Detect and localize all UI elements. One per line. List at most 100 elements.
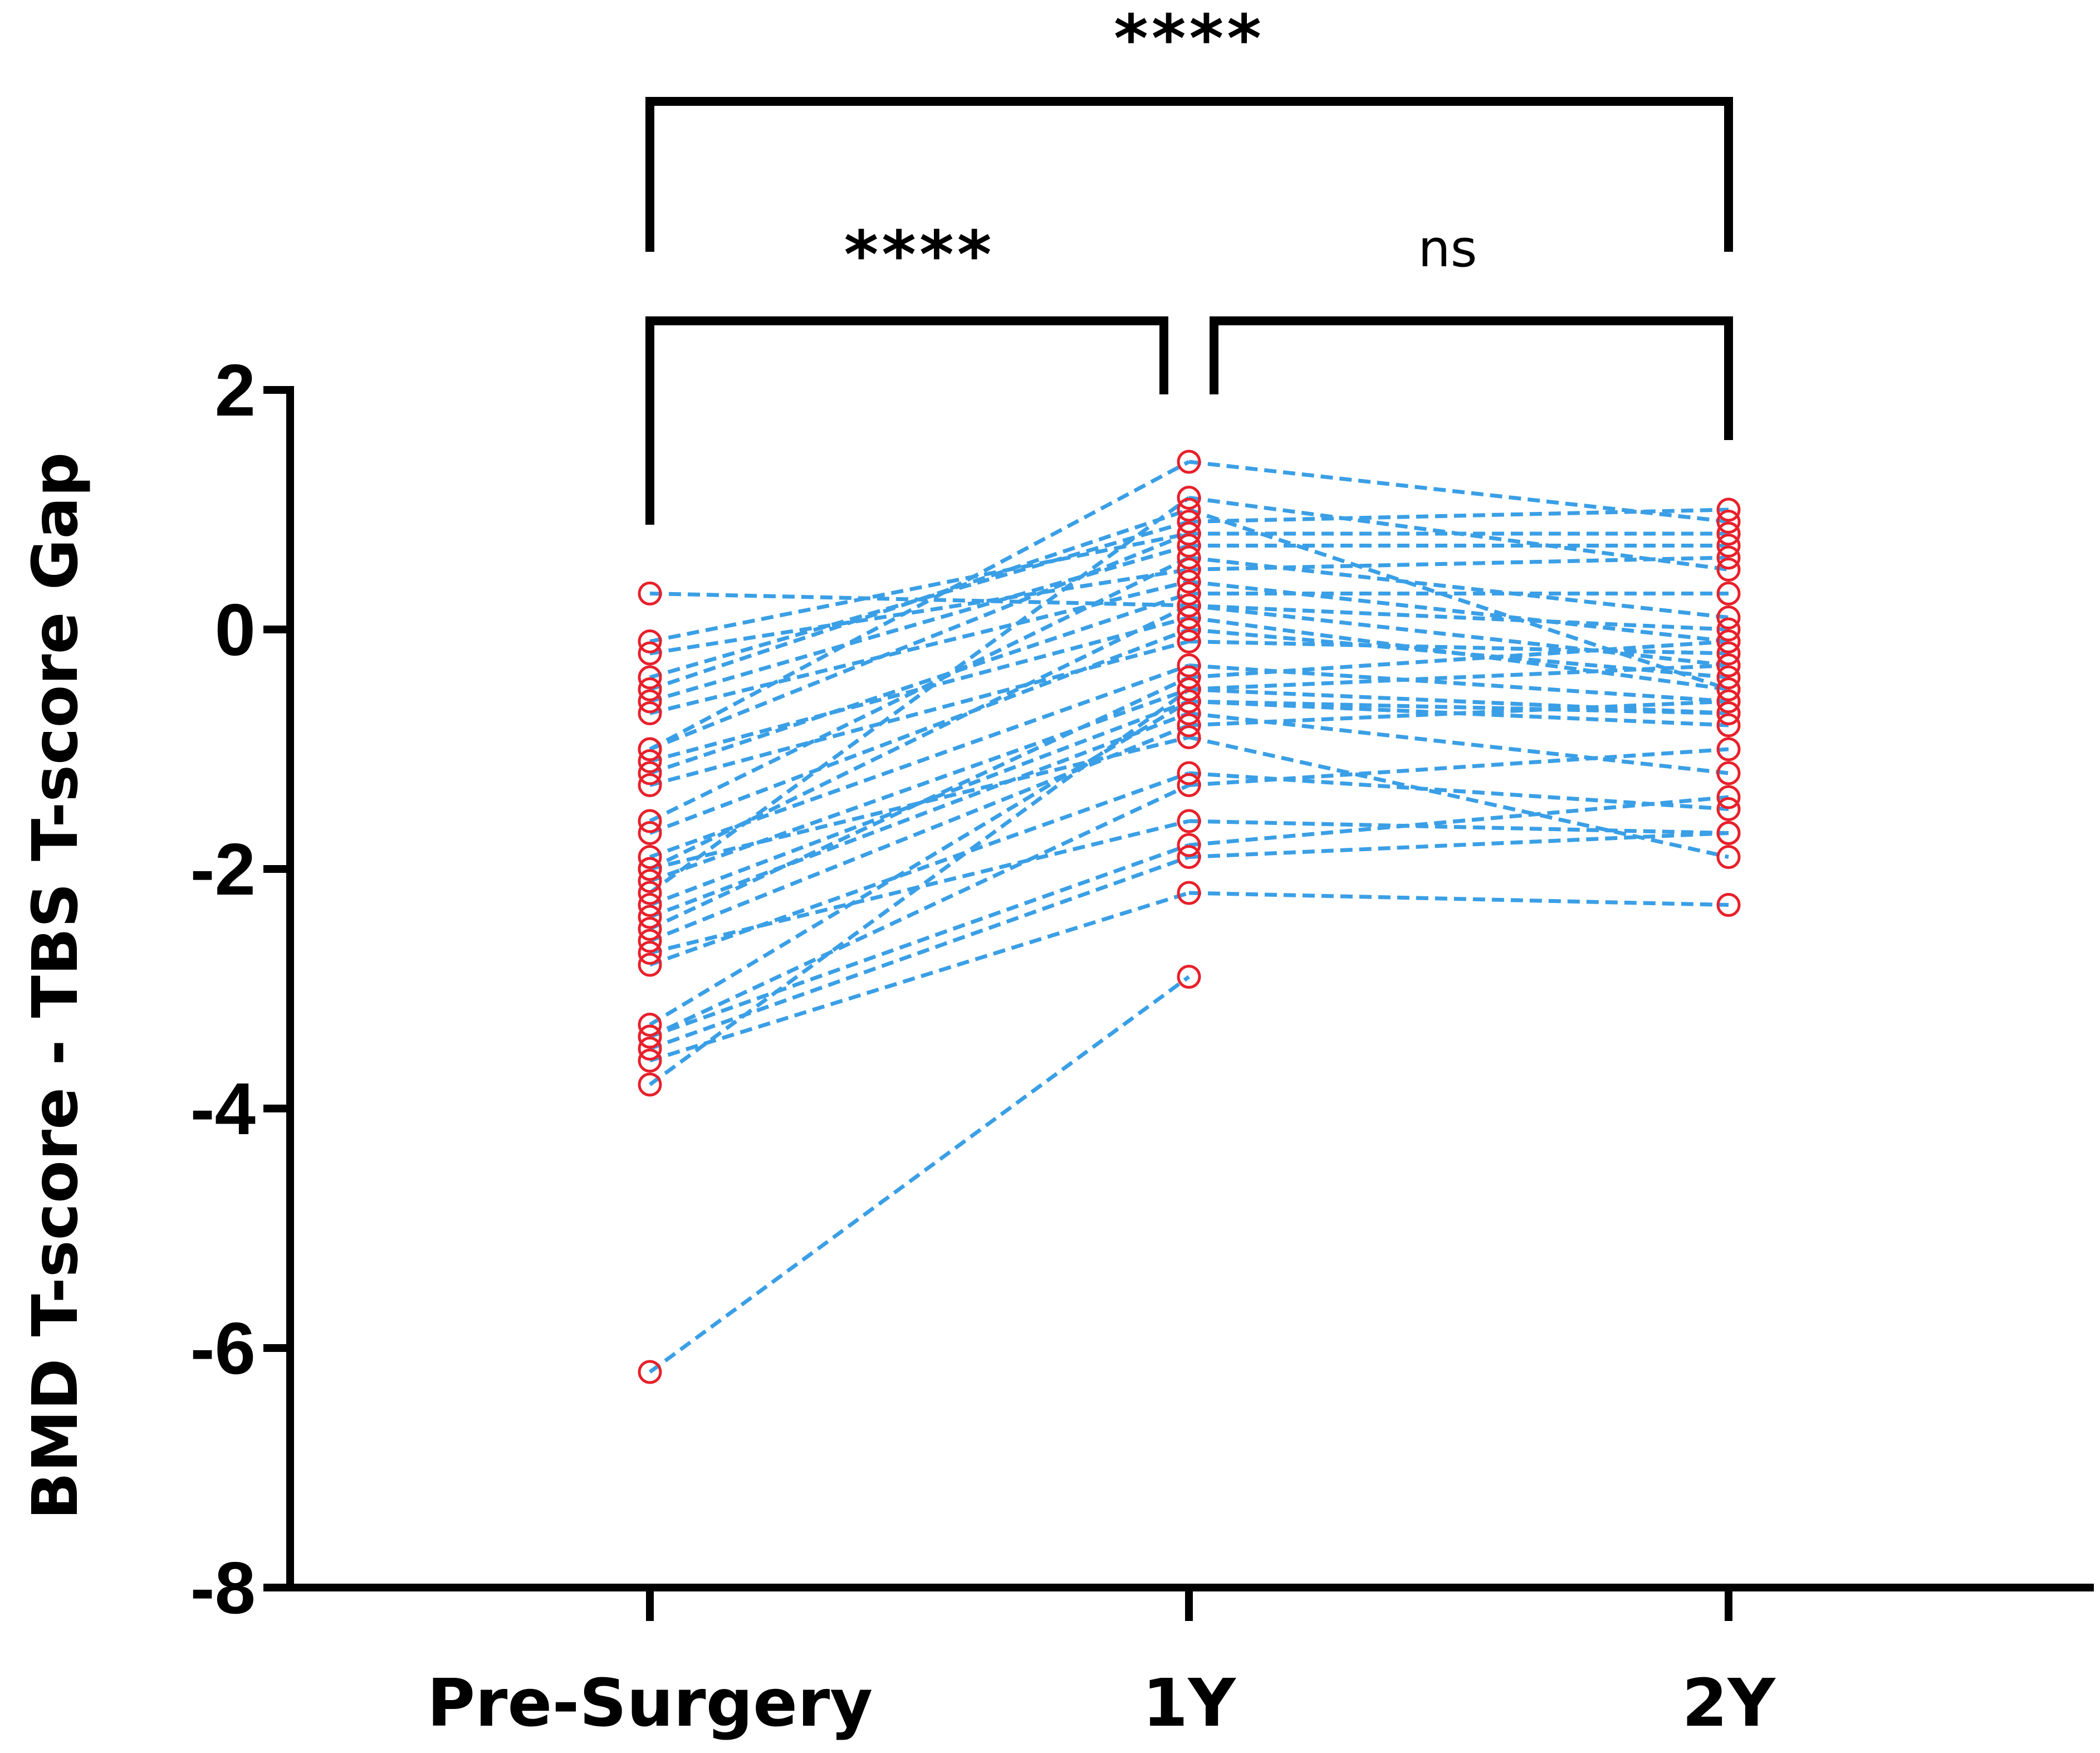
point-s18-1 <box>1177 701 1201 725</box>
point-s21-0 <box>638 941 662 965</box>
pair-line-s18-1 <box>1188 711 1729 775</box>
point-s02-2 <box>1716 617 1741 642</box>
pair-line-s12-1 <box>1188 555 1729 619</box>
sig-bracket-0 <box>645 316 1168 525</box>
y-tick-label-4: -6 <box>190 1307 256 1389</box>
point-s28-0 <box>638 737 662 761</box>
pair-line-s04-1 <box>1188 555 1729 572</box>
pair-line-s29-0 <box>648 496 1191 895</box>
pair-line-s22-1 <box>1188 771 1729 811</box>
pair-line-s21-1 <box>1188 819 1729 835</box>
pair-line-s13-1 <box>1188 627 1729 680</box>
y-tick-label-0: 2 <box>215 349 256 431</box>
x-tick-label-2: 2Y <box>1682 1664 1776 1741</box>
point-s30-0 <box>638 677 662 701</box>
point-s05-1 <box>1177 510 1201 534</box>
point-s23-1 <box>1177 689 1201 714</box>
point-s27-0 <box>638 1072 662 1097</box>
pair-line-s13-0 <box>649 627 1190 835</box>
point-s04-2 <box>1716 545 1741 570</box>
pair-line-s24-1 <box>1188 795 1729 847</box>
pair-line-s21-0 <box>649 819 1189 955</box>
point-s10-1 <box>1177 582 1201 606</box>
sig-label-1: ns <box>1418 219 1477 279</box>
pair-line-s28-1 <box>1188 460 1729 524</box>
pair-line-s10-0 <box>649 592 1190 775</box>
pair-line-s26-1 <box>1188 891 1729 907</box>
point-s13-0 <box>638 821 662 845</box>
pair-line-s09-0 <box>649 616 1189 763</box>
point-s25-1 <box>1177 845 1201 869</box>
x-tick-label-0: Pre-Surgery <box>427 1664 873 1741</box>
pair-line-s07-1 <box>1188 579 1729 643</box>
point-s19-2 <box>1716 629 1741 653</box>
pair-line-s23-1 <box>1188 699 1729 715</box>
point-s13-1 <box>1177 617 1201 642</box>
pair-line-s30-1 <box>1188 507 1730 691</box>
pair-line-s25-0 <box>649 855 1190 1051</box>
point-s06-0 <box>638 689 662 714</box>
point-s24-1 <box>1177 833 1201 857</box>
point-s12-0 <box>638 809 662 833</box>
point-s18-0 <box>638 905 662 929</box>
point-s07-0 <box>638 701 662 725</box>
point-s31-0 <box>638 1024 662 1049</box>
point-s32-1 <box>1177 725 1201 749</box>
point-s13-2 <box>1716 665 1741 690</box>
point-s22-1 <box>1177 761 1201 785</box>
point-s20-1 <box>1177 713 1201 738</box>
point-s15-1 <box>1177 593 1201 618</box>
point-s09-1 <box>1177 606 1201 629</box>
point-s12-2 <box>1716 606 1741 629</box>
y-tick-label-2: -2 <box>190 828 256 910</box>
point-s05-2 <box>1716 497 1741 522</box>
paired-lines <box>648 460 1730 1374</box>
point-s23-2 <box>1716 701 1741 725</box>
point-s11-1 <box>1177 629 1201 653</box>
axes: 2 0 -2 -4 -6 -8 Pre-Surgery 1Y 2Y <box>190 349 2094 1741</box>
point-s08-2 <box>1716 521 1741 546</box>
pair-line-s11-1 <box>1188 639 1729 656</box>
point-s14-1 <box>1177 653 1201 677</box>
point-s04-0 <box>638 641 662 666</box>
point-s10-2 <box>1716 582 1741 606</box>
pair-line-s04-0 <box>649 568 1189 656</box>
pair-line-s05-1 <box>1188 507 1729 524</box>
pair-line-s19-1 <box>1188 639 1729 680</box>
point-s11-2 <box>1716 641 1741 666</box>
point-s03-0 <box>638 629 662 653</box>
point-s18-2 <box>1716 761 1741 785</box>
point-s26-2 <box>1716 893 1741 917</box>
pair-line-s27-0 <box>648 687 1191 1086</box>
point-s05-0 <box>638 665 662 690</box>
point-s29-0 <box>638 881 662 905</box>
pair-line-s15-0 <box>649 603 1190 871</box>
point-s04-1 <box>1177 558 1201 582</box>
pair-line-s08-0 <box>649 531 1190 751</box>
point-s23-0 <box>638 1013 662 1037</box>
pair-line-s29-1 <box>1188 496 1729 572</box>
point-s12-1 <box>1177 545 1201 570</box>
pair-line-s31-0 <box>649 783 1190 1039</box>
pair-line-s30-0 <box>649 507 1190 691</box>
point-s30-2 <box>1716 677 1741 701</box>
point-s30-1 <box>1177 497 1201 522</box>
point-s06-1 <box>1177 534 1201 558</box>
point-s14-0 <box>638 845 662 869</box>
pair-line-s20-1 <box>1188 699 1729 727</box>
x-tick-label-1: 1Y <box>1142 1664 1236 1741</box>
point-s06-2 <box>1716 534 1741 558</box>
point-s25-0 <box>638 1037 662 1061</box>
point-s16-0 <box>638 869 662 893</box>
pair-line-s14-1 <box>1188 663 1729 704</box>
pair-line-s23-0 <box>649 699 1190 1027</box>
point-s29-1 <box>1177 486 1201 510</box>
pair-line-s32-0 <box>649 735 1189 871</box>
point-s08-1 <box>1177 521 1201 546</box>
pair-line-s25-1 <box>1188 831 1729 859</box>
y-tick-label-1: 0 <box>215 589 256 671</box>
pair-line-s18-0 <box>649 711 1190 919</box>
point-s20-2 <box>1716 689 1741 714</box>
point-s10-0 <box>638 761 662 785</box>
